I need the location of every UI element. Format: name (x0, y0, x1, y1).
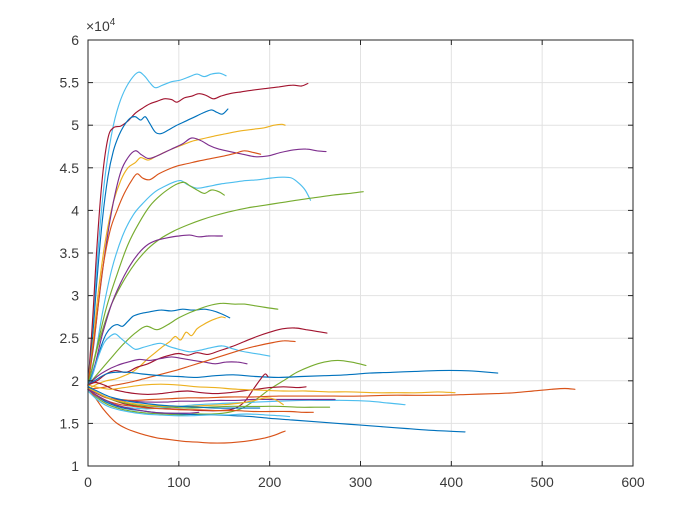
y-tick-label: 3 (71, 288, 79, 304)
y-tick-label: 4 (71, 202, 79, 218)
y-tick-label: 3.5 (60, 245, 80, 261)
y-tick-label: 5 (71, 117, 79, 133)
series-line-orange-long (87, 387, 576, 401)
series-line-purple-mid (87, 356, 248, 386)
x-tick-label: 400 (440, 474, 464, 490)
y-tick-label: 2.5 (60, 330, 80, 346)
series-line-green-arc (87, 302, 279, 386)
y-tick-label: 5.5 (60, 75, 80, 91)
series-line-purple-early (87, 388, 200, 414)
series-line-maroon-top (87, 82, 309, 386)
y-tick-label: 4.5 (60, 160, 80, 176)
x-tick-label: 600 (621, 474, 645, 490)
series-line-purple-short (87, 234, 223, 390)
series-line-orange-top (87, 150, 262, 386)
series-line-green-short (87, 181, 225, 386)
x-tick-label: 200 (258, 474, 282, 490)
y-tick-label: 6 (71, 32, 79, 48)
series-line-green-rise-late (87, 359, 367, 416)
series-line-orange-low (87, 388, 314, 413)
series-line-blue-top (87, 108, 229, 386)
x-tick-label: 300 (349, 474, 373, 490)
series-line-green-long (87, 191, 364, 386)
y-axis-exponent-label: ×104 (86, 17, 116, 34)
series-line-purple-top (87, 137, 327, 386)
series-line-blue-desc (87, 388, 466, 433)
series-line-blue-long (87, 369, 499, 386)
x-tick-label: 100 (167, 474, 191, 490)
y-tick-label: 2 (71, 373, 79, 389)
series-line-orange-dip (87, 387, 286, 444)
x-tick-label: 0 (84, 474, 92, 490)
series-line-blue-low (87, 386, 261, 409)
series-line-cyan-low2 (87, 390, 291, 418)
y-tick-label: 1 (71, 458, 79, 474)
series-line-cyan-hump (87, 333, 271, 390)
series-line-cyan-top (87, 71, 227, 386)
series-line-orange-mid (87, 340, 296, 390)
series-line-yellow-zigzag (87, 316, 226, 390)
x-tick-label: 500 (530, 474, 554, 490)
y-tick-label: 1.5 (60, 415, 80, 431)
series-line-yellow-long (87, 383, 456, 394)
series-line-blue-mid (87, 308, 231, 386)
